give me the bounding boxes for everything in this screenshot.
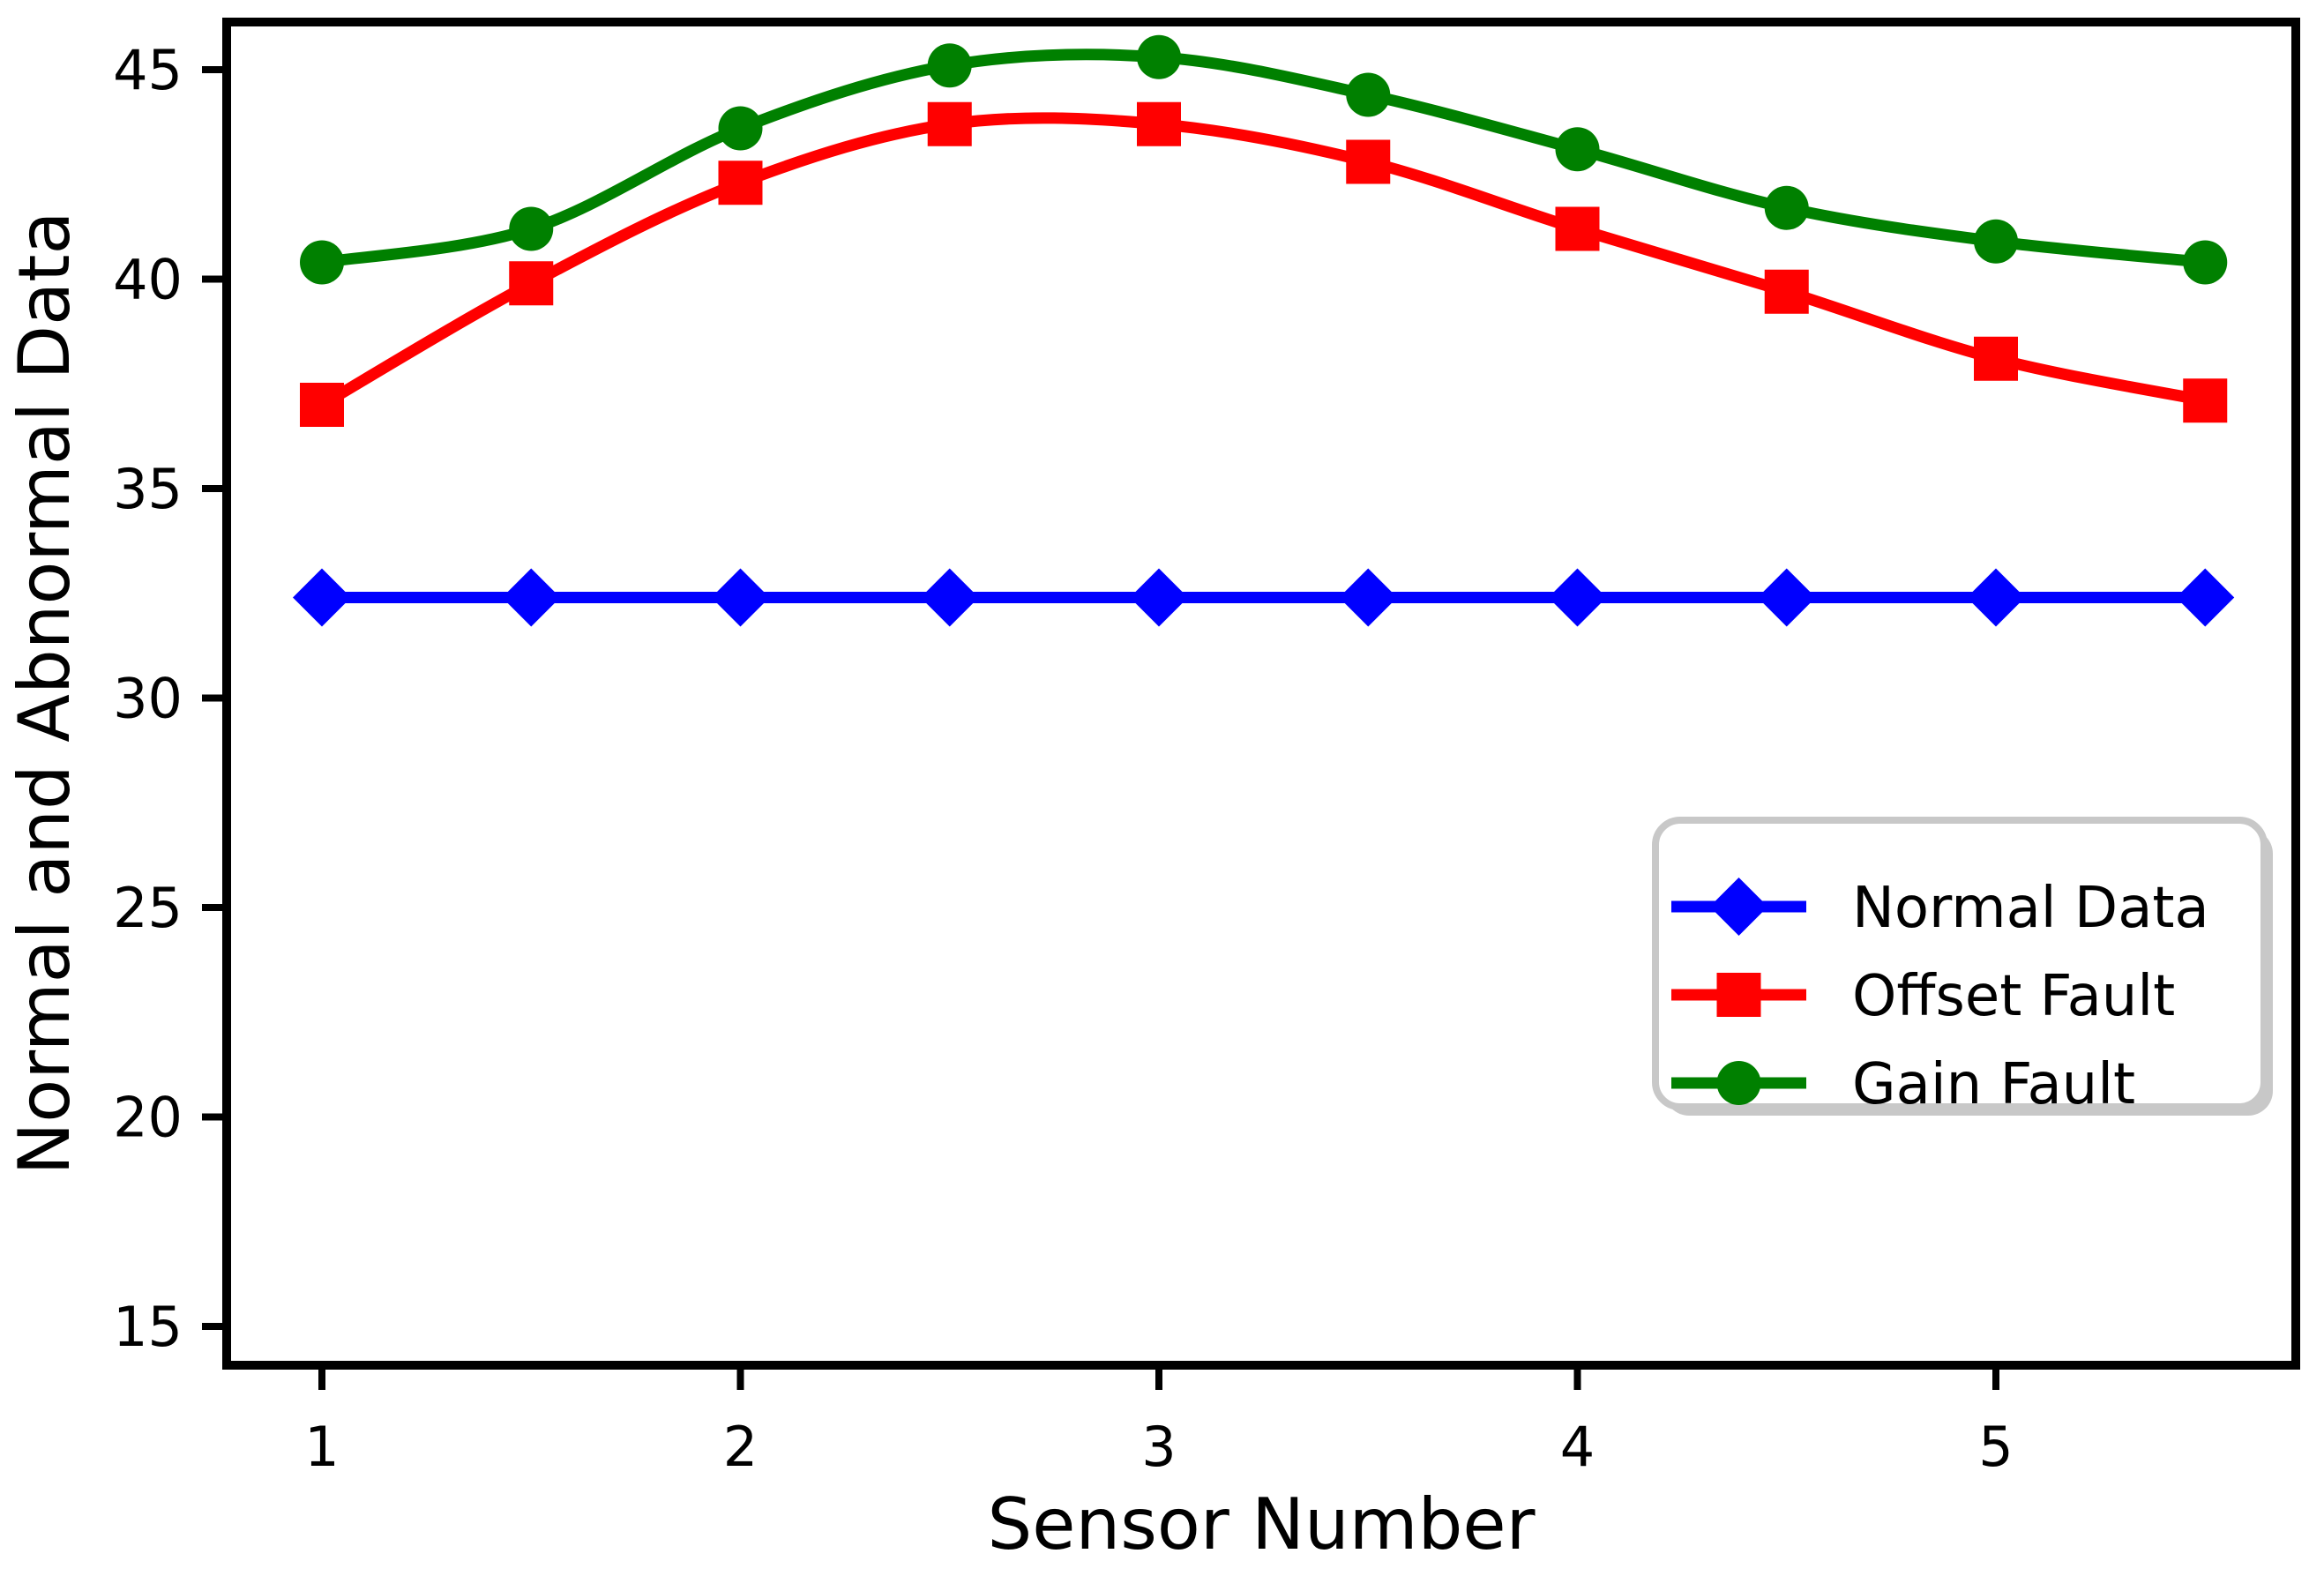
y-tick-label: 15 [113,1295,183,1359]
series-normal-data-marker [502,568,561,627]
y-tick-label: 40 [113,248,183,312]
series-gain-fault-line [316,49,2211,268]
series-offset-fault-marker [300,383,344,427]
y-tick-label: 30 [113,667,183,731]
series-gain-fault-marker [718,106,763,151]
series-gain-fault-marker [1346,72,1391,117]
series-offset-fault-marker [927,101,972,146]
series-normal-data-marker [293,568,351,627]
series-normal-data-marker [920,568,979,627]
series-gain-fault-marker [1555,127,1600,172]
y-tick-label: 35 [113,457,183,521]
x-tick-label: 1 [304,1415,339,1479]
series-gain-fault-marker [1764,185,1809,230]
x-axis-label: Sensor Number [987,1483,1535,1565]
legend-item-gain-fault: Gain Fault [1671,1052,2135,1117]
y-tick-label: 25 [113,876,183,940]
series-normal-data-marker [1757,568,1816,627]
series-gain-fault-marker [300,240,344,285]
x-tick-label: 4 [1560,1415,1595,1479]
series-offset-fault-marker [1137,101,1181,146]
series-offset-fault-marker [2183,378,2228,423]
plot-frame [222,18,2300,1370]
legend: Normal Data Offset Fault Gain Fault [1652,817,2273,1117]
series-offset-fault-marker [1346,139,1391,184]
series-gain-fault-marker [1974,219,2018,264]
series-offset-fault-line [316,112,2211,411]
x-tick-label: 3 [1141,1415,1176,1479]
series-gain-fault-marker [509,206,554,251]
x-tick-label: 2 [723,1415,758,1479]
series-normal-data-marker [1548,568,1607,627]
y-tick-label: 20 [113,1086,183,1150]
legend-label: Normal Data [1852,876,2209,941]
series-normal-data-marker [711,568,770,627]
y-axis-label: Normal and Abnormal Data [4,211,86,1175]
legend-item-normal-data: Normal Data [1671,876,2209,941]
series-normal-data-marker [1339,568,1398,627]
series-normal-data-marker [1967,568,2025,627]
legend-square-marker [1716,973,1761,1017]
series-gain-fault-marker [1137,34,1181,79]
legend-diamond-marker [1709,878,1768,936]
series-gain-fault-marker [2183,240,2228,285]
legend-circle-marker [1716,1061,1761,1105]
series-offset-fault-marker [718,161,763,205]
legend-label: Offset Fault [1852,964,2175,1029]
series-offset-fault-marker [1764,269,1809,314]
x-tick-label: 5 [1978,1415,2013,1479]
series-gain-fault-marker [927,43,972,88]
series-normal-data-marker [1130,568,1188,627]
y-tick-label: 45 [113,38,183,102]
legend-item-offset-fault: Offset Fault [1671,964,2175,1029]
legend-box [1652,817,2268,1110]
series-offset-fault-marker [509,261,554,306]
series-normal-data-marker [2176,568,2235,627]
series-offset-fault-marker [1555,206,1600,251]
legend-label: Gain Fault [1852,1052,2135,1117]
series-offset-fault-marker [1974,336,2018,381]
